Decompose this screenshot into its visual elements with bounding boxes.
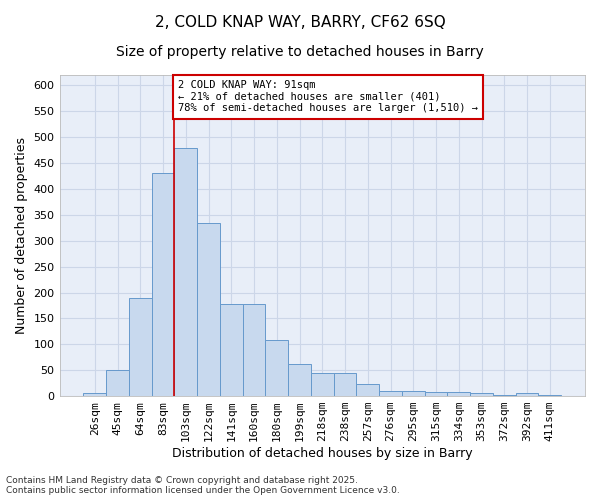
Bar <box>379 391 402 396</box>
Bar <box>425 392 448 396</box>
Text: Size of property relative to detached houses in Barry: Size of property relative to detached ho… <box>116 45 484 59</box>
X-axis label: Distribution of detached houses by size in Barry: Distribution of detached houses by size … <box>172 447 473 460</box>
Bar <box>106 370 129 396</box>
Bar <box>448 392 470 396</box>
Bar <box>83 394 106 396</box>
Bar <box>493 394 515 396</box>
Bar <box>152 174 175 396</box>
Y-axis label: Number of detached properties: Number of detached properties <box>15 137 28 334</box>
Bar <box>538 394 561 396</box>
Bar <box>197 222 220 396</box>
Bar <box>402 391 425 396</box>
Bar <box>220 304 242 396</box>
Bar <box>265 340 288 396</box>
Bar <box>356 384 379 396</box>
Bar <box>175 148 197 396</box>
Text: Contains HM Land Registry data © Crown copyright and database right 2025.
Contai: Contains HM Land Registry data © Crown c… <box>6 476 400 495</box>
Text: 2 COLD KNAP WAY: 91sqm
← 21% of detached houses are smaller (401)
78% of semi-de: 2 COLD KNAP WAY: 91sqm ← 21% of detached… <box>178 80 478 114</box>
Bar <box>515 394 538 396</box>
Bar <box>334 373 356 396</box>
Bar <box>288 364 311 396</box>
Bar <box>470 394 493 396</box>
Bar <box>129 298 152 396</box>
Text: 2, COLD KNAP WAY, BARRY, CF62 6SQ: 2, COLD KNAP WAY, BARRY, CF62 6SQ <box>155 15 445 30</box>
Bar <box>242 304 265 396</box>
Bar <box>311 373 334 396</box>
